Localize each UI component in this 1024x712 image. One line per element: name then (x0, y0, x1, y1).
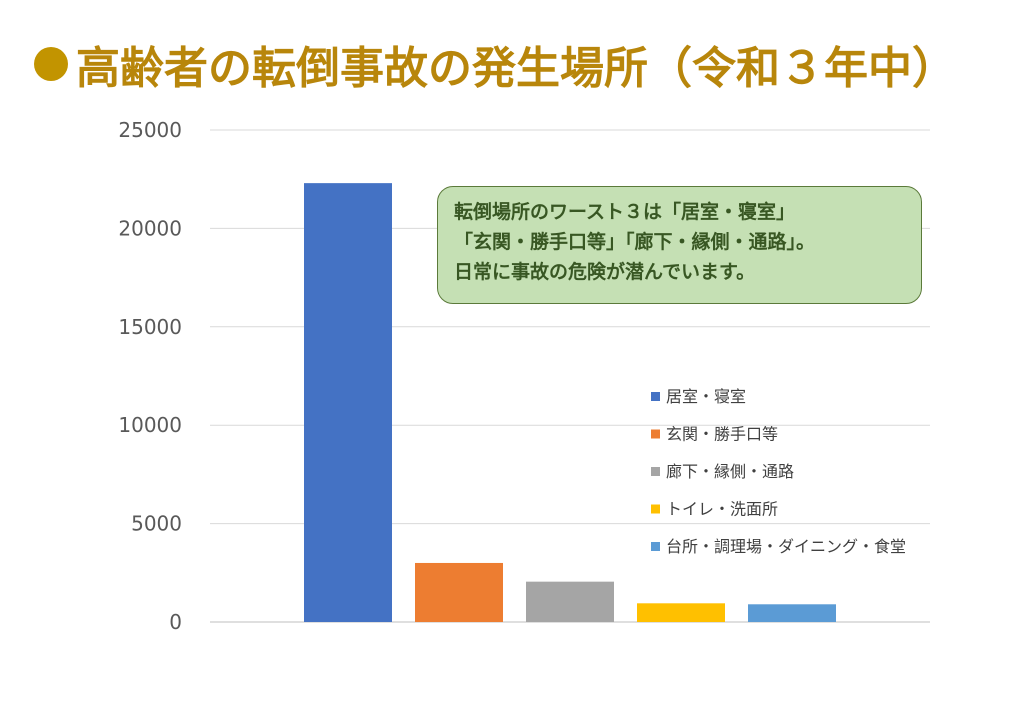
y-axis-tick-labels: 0 5000 10000 15000 20000 25000 (118, 118, 182, 634)
legend-label-1: 居室・寝室 (666, 387, 746, 406)
legend-swatch-5 (651, 542, 660, 551)
y-tick-label-25000: 25000 (118, 118, 182, 142)
page-title-text: 高齢者の転倒事故の発生場所（令和３年中） (76, 43, 956, 94)
y-tick-label-5000: 5000 (131, 512, 182, 536)
legend-swatch-4 (651, 504, 660, 514)
title-bullet-icon (34, 47, 68, 81)
bars (304, 183, 836, 623)
legend: 居室・寝室玄関・勝手口等廊下・縁側・通路トイレ・洗面所台所・調理場・ダイニング・… (651, 387, 906, 556)
legend-swatch-3 (651, 467, 660, 476)
y-tick-label-20000: 20000 (118, 216, 182, 240)
legend-label-4: トイレ・洗面所 (666, 500, 778, 519)
y-tick-label-10000: 10000 (118, 413, 182, 437)
callout-line-2: 「玄関・勝手口等」「廊下・縁側・通路」。 (454, 231, 816, 253)
bar-series-4 (637, 603, 725, 622)
bar-series-2 (415, 562, 503, 622)
bar-series-1 (304, 183, 392, 623)
legend-swatch-2 (651, 429, 660, 439)
legend-label-5: 台所・調理場・ダイニング・食堂 (666, 537, 906, 556)
legend-label-3: 廊下・縁側・通路 (666, 462, 794, 481)
callout-box: 転倒場所のワースト３は「居室・寝室」 「玄関・勝手口等」「廊下・縁側・通路」。 … (437, 186, 922, 304)
bar-series-3 (526, 581, 614, 622)
bar-series-5 (748, 604, 836, 622)
y-tick-label-15000: 15000 (118, 315, 182, 339)
page-title: 高齢者の転倒事故の発生場所（令和３年中） (34, 26, 1014, 102)
callout-line-1: 転倒場所のワースト３は「居室・寝室」 (454, 201, 796, 223)
legend-label-2: 玄関・勝手口等 (666, 425, 778, 444)
legend-swatch-1 (651, 392, 660, 401)
y-tick-label-0: 0 (169, 610, 182, 634)
callout-line-3: 日常に事故の危険が潜んでいます。 (454, 261, 756, 283)
